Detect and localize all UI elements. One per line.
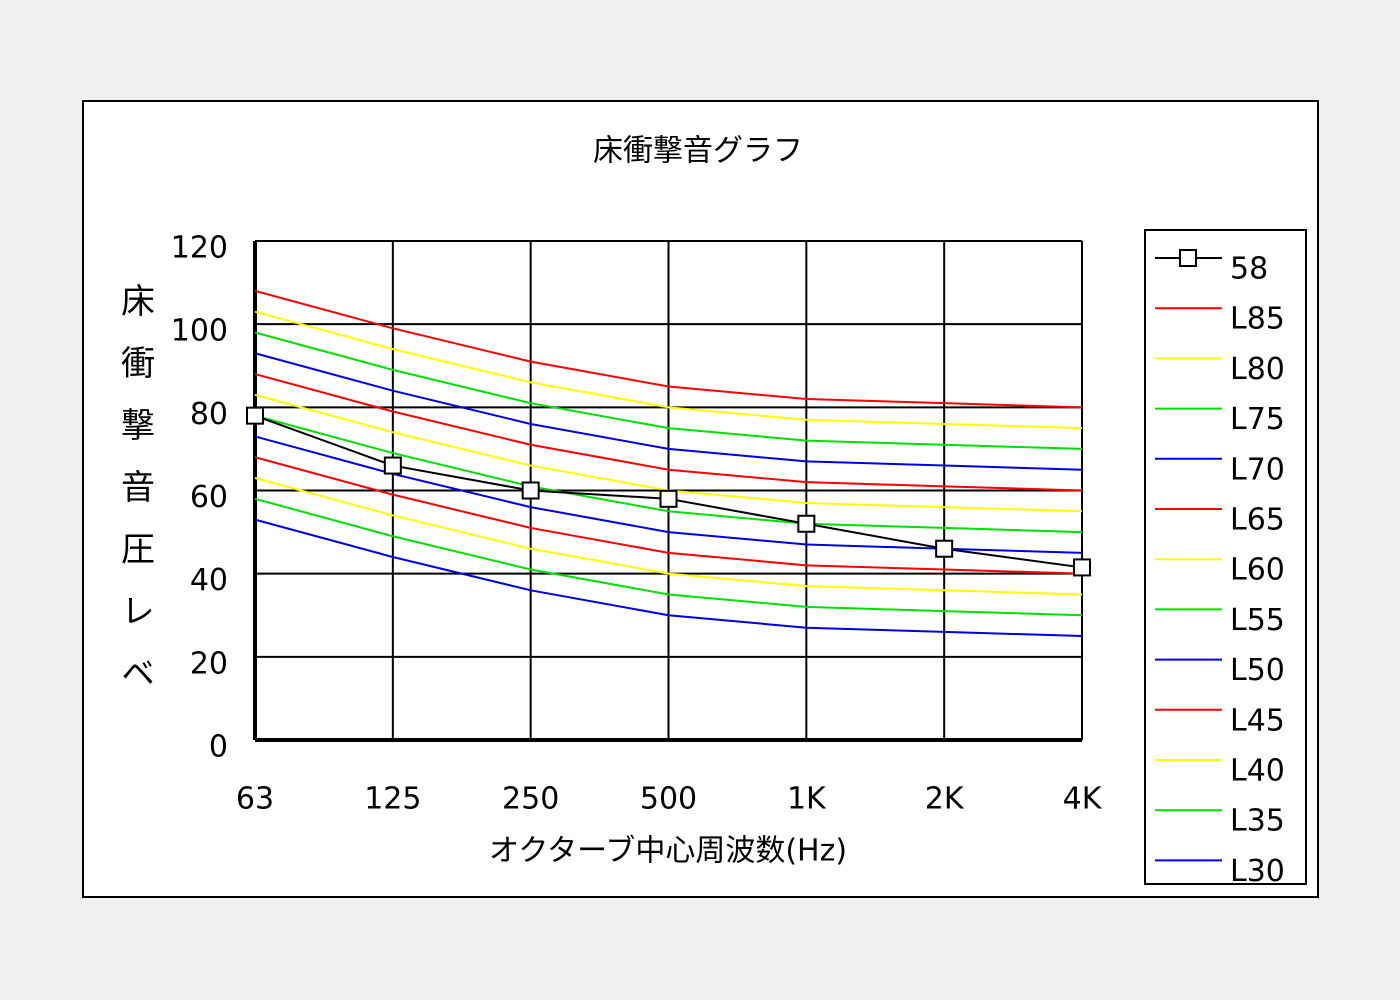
x-tick-label: 1K	[787, 782, 827, 817]
legend-label: L45	[1230, 703, 1285, 738]
x-tick-label: 250	[502, 782, 559, 817]
legend-label: L60	[1230, 553, 1285, 588]
data-marker	[383, 456, 402, 475]
legend: L30 L35 L40 L45 L50 L55 L60 L65 L70 L75 L80 L85 58	[1155, 249, 1285, 889]
data-marker	[1073, 558, 1091, 577]
series-line	[254, 289, 1083, 409]
series-line	[254, 352, 1083, 471]
legend-label: 58	[1230, 252, 1268, 287]
legend-label: L85	[1230, 302, 1285, 337]
y-tick-label: 40	[190, 563, 228, 598]
chart-title: 床衝撃音グラフ	[593, 134, 803, 169]
legend-label: L70	[1230, 452, 1285, 487]
x-tick-label: 63	[236, 782, 274, 817]
chart-frame	[82, 100, 1319, 898]
legend-label: L30	[1230, 854, 1285, 889]
legend-label: L55	[1230, 603, 1285, 638]
x-axis-label: オクターブ中心周波数(Hz)	[489, 834, 847, 869]
series-line	[254, 477, 1083, 596]
data-marker	[797, 514, 816, 533]
series-line	[254, 373, 1083, 492]
y-axis-label: 床衝撃音圧レベ	[115, 283, 155, 717]
series-line	[254, 456, 1083, 575]
y-tick-label: 0	[209, 730, 228, 765]
series-line	[254, 518, 1083, 638]
legend-label: L80	[1230, 352, 1285, 387]
series-line	[254, 331, 1083, 450]
legend-label: L40	[1230, 754, 1285, 789]
legend-label: L50	[1230, 653, 1285, 688]
x-tick-label: 4K	[1063, 782, 1103, 817]
series-line	[254, 310, 1083, 430]
data-marker	[521, 481, 540, 500]
data-marker	[246, 406, 264, 425]
legend-box	[1144, 229, 1307, 885]
data-marker	[659, 489, 678, 508]
data-marker	[935, 539, 954, 558]
y-tick-label: 100	[171, 314, 228, 349]
x-tick-label: 500	[640, 782, 697, 817]
y-tick-label: 80	[190, 397, 228, 432]
x-tick-label: 125	[364, 782, 421, 817]
legend-label: L75	[1230, 402, 1285, 437]
legend-label: L35	[1230, 804, 1285, 839]
x-tick-label: 2K	[925, 782, 965, 817]
y-tick-label: 120	[171, 231, 228, 266]
y-tick-label: 20	[190, 646, 228, 681]
series-line	[254, 414, 1083, 534]
legend-label: L65	[1230, 503, 1285, 538]
series-line	[254, 497, 1083, 617]
legend-marker	[1179, 249, 1197, 267]
y-tick-label: 60	[190, 480, 228, 515]
